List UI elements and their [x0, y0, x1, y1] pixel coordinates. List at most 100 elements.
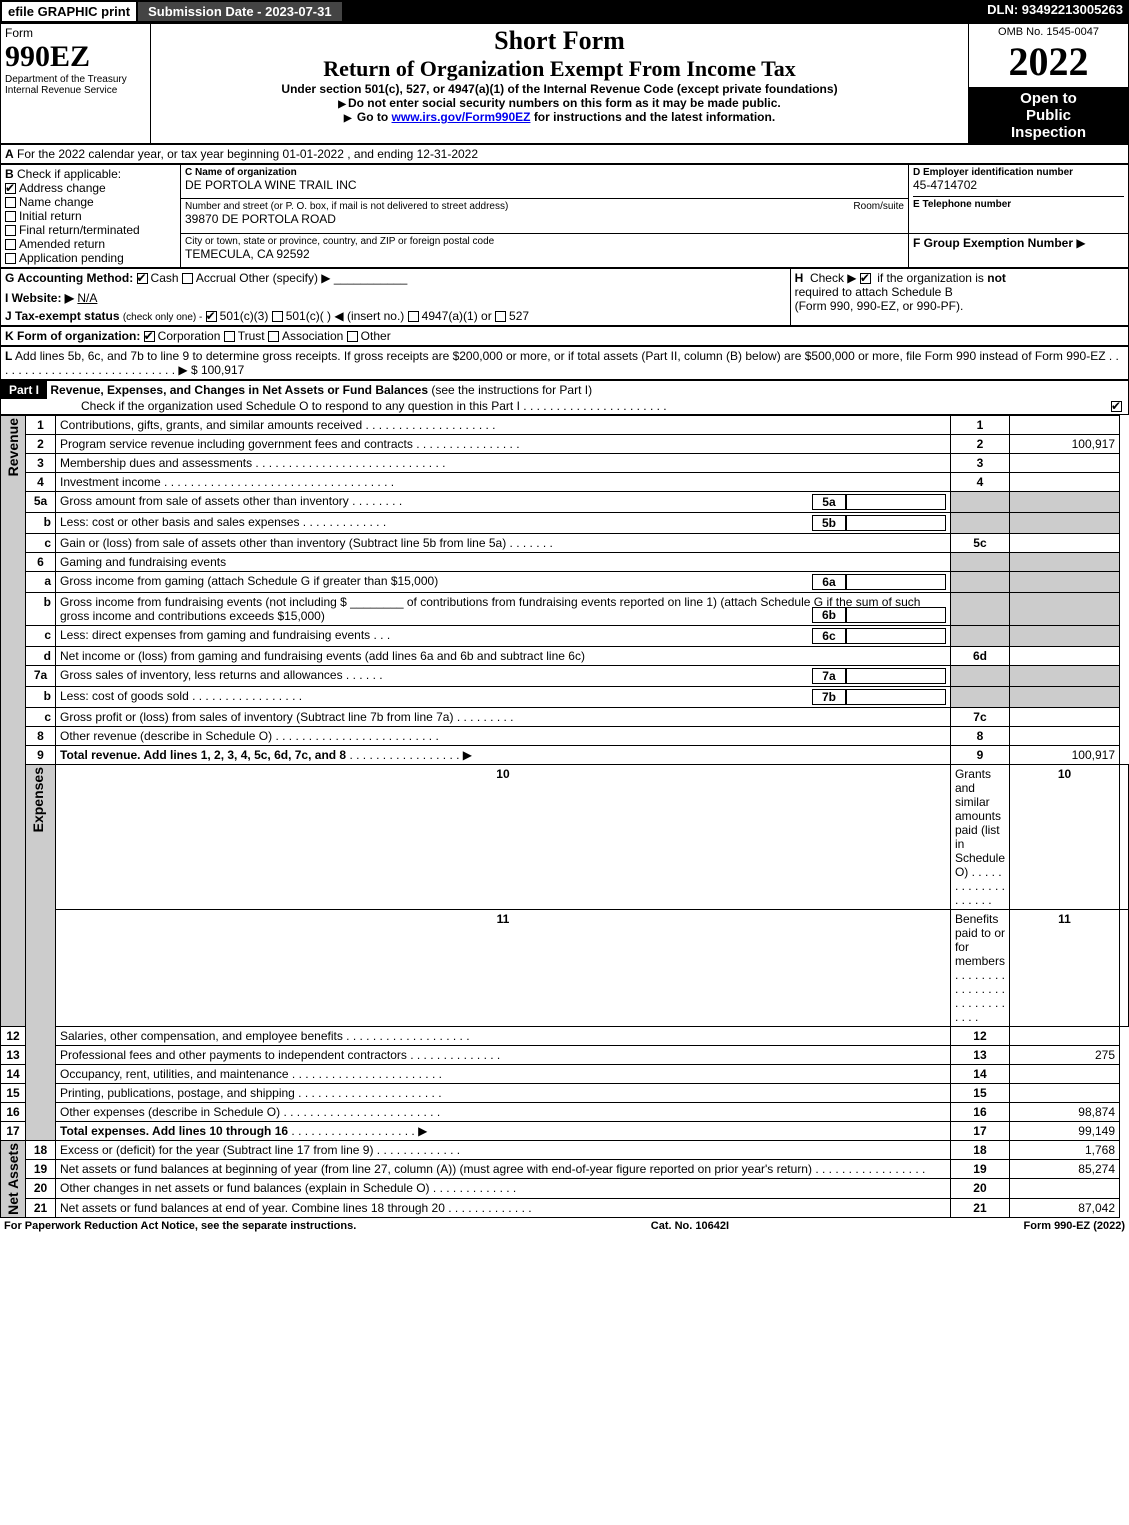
- line-12: Salaries, other compensation, and employ…: [56, 1027, 951, 1046]
- form-word: Form: [5, 26, 146, 40]
- chk-501c[interactable]: [272, 311, 283, 322]
- line-3: Membership dues and assessments . . . . …: [56, 454, 951, 473]
- line-13: Professional fees and other payments to …: [56, 1046, 951, 1065]
- tax-year: 2022: [973, 38, 1124, 85]
- line-17: Total expenses. Add lines 10 through 16 …: [56, 1122, 951, 1141]
- chk-trust[interactable]: [224, 331, 235, 342]
- section-c-name: C Name of organization DE PORTOLA WINE T…: [181, 165, 909, 199]
- chk-schedule-o[interactable]: [1111, 401, 1122, 412]
- part1-sub: (see the instructions for Part I): [431, 383, 592, 397]
- section-a: A For the 2022 calendar year, or tax yea…: [1, 145, 1129, 164]
- line-1: Contributions, gifts, grants, and simila…: [56, 416, 951, 435]
- line-21: Net assets or fund balances at end of ye…: [56, 1198, 951, 1217]
- goto-post: for instructions and the latest informat…: [534, 110, 775, 124]
- line-2-value: 100,917: [1010, 435, 1120, 454]
- line-7c: Gross profit or (loss) from sales of inv…: [56, 708, 951, 727]
- line-13-value: 275: [1010, 1046, 1120, 1065]
- chk-name-change[interactable]: [5, 197, 16, 208]
- chk-application-pending[interactable]: [5, 253, 16, 264]
- part1-title: Revenue, Expenses, and Changes in Net As…: [50, 383, 428, 397]
- expenses-label: Expenses: [30, 767, 46, 832]
- catalog-number: Cat. No. 10642I: [651, 1220, 729, 1232]
- line-4: Investment income . . . . . . . . . . . …: [56, 473, 951, 492]
- form-header: Form 990EZ Department of the Treasury In…: [0, 23, 1129, 144]
- revenue-label: Revenue: [5, 418, 21, 476]
- chk-address-change[interactable]: [5, 183, 16, 194]
- line-19-value: 85,274: [1010, 1160, 1120, 1179]
- section-d-e: D Employer identification number 45-4714…: [909, 165, 1129, 234]
- line-6d: Net income or (loss) from gaming and fun…: [56, 647, 951, 666]
- line-6b: Gross income from fundraising events (no…: [56, 593, 951, 626]
- chk-other-org[interactable]: [347, 331, 358, 342]
- line-5a: Gross amount from sale of assets other t…: [56, 492, 951, 513]
- omb-number: OMB No. 1545-0047: [973, 26, 1124, 38]
- form-subtitle: Under section 501(c), 527, or 4947(a)(1)…: [155, 82, 964, 96]
- dept-treasury: Department of the Treasury: [5, 74, 146, 85]
- public-inspection: Open to Public Inspection: [969, 88, 1129, 144]
- page-footer: For Paperwork Reduction Act Notice, see …: [0, 1218, 1129, 1234]
- form-number: 990EZ: [5, 40, 146, 74]
- line-17-value: 99,149: [1010, 1122, 1120, 1141]
- ssn-note: Do not enter social security numbers on …: [155, 96, 964, 110]
- section-f: F Group Exemption Number ▶: [909, 233, 1129, 267]
- arrow-icon: ▶: [1076, 236, 1085, 250]
- form-ref: Form 990-EZ (2022): [1024, 1220, 1126, 1232]
- dln: DLN: 93492213005263: [981, 0, 1129, 23]
- line-18: Excess or (deficit) for the year (Subtra…: [56, 1141, 951, 1160]
- line-21-value: 87,042: [1010, 1198, 1120, 1217]
- section-c-city: City or town, state or province, country…: [181, 233, 909, 267]
- section-g: G Accounting Method: Cash Accrual Other …: [1, 269, 791, 326]
- part1-label: Part I: [1, 381, 47, 399]
- chk-amended-return[interactable]: [5, 239, 16, 250]
- chk-corporation[interactable]: [144, 331, 155, 342]
- chk-4947[interactable]: [408, 311, 419, 322]
- line-5b: Less: cost or other basis and sales expe…: [56, 513, 951, 534]
- irs-label: Internal Revenue Service: [5, 85, 146, 96]
- chk-association[interactable]: [268, 331, 279, 342]
- part1-table: Revenue 1 Contributions, gifts, grants, …: [0, 415, 1129, 1218]
- section-k: K Form of organization: Corporation Trus…: [1, 327, 1129, 346]
- section-i-lbl: I Website: ▶: [5, 291, 74, 305]
- paperwork-notice: For Paperwork Reduction Act Notice, see …: [4, 1220, 356, 1232]
- line-15: Printing, publications, postage, and shi…: [56, 1084, 951, 1103]
- section-c-street: Number and street (or P. O. box, if mail…: [181, 199, 909, 233]
- part1-check-text: Check if the organization used Schedule …: [1, 399, 520, 413]
- part1-header-row: Part I Revenue, Expenses, and Changes in…: [1, 381, 1129, 415]
- form-title: Return of Organization Exempt From Incom…: [155, 56, 964, 82]
- line-9: Total revenue. Add lines 1, 2, 3, 4, 5c,…: [56, 746, 951, 765]
- line-18-value: 1,768: [1010, 1141, 1120, 1160]
- line-11: Benefits paid to or for members . . . . …: [950, 910, 1009, 1027]
- line-6a: Gross income from gaming (attach Schedul…: [56, 572, 951, 593]
- submission-date: Submission Date - 2023-07-31: [138, 0, 344, 23]
- section-b: B Check if applicable: Address change Na…: [1, 165, 181, 268]
- net-assets-label: Net Assets: [5, 1143, 21, 1215]
- chk-initial-return[interactable]: [5, 211, 16, 222]
- chk-cash[interactable]: [137, 273, 148, 284]
- line-7a: Gross sales of inventory, less returns a…: [56, 666, 951, 687]
- line-19: Net assets or fund balances at beginning…: [56, 1160, 951, 1179]
- line-9-value: 100,917: [1010, 746, 1120, 765]
- chk-527[interactable]: [495, 311, 506, 322]
- top-bar: efile GRAPHIC print Submission Date - 20…: [0, 0, 1129, 23]
- line-16-value: 98,874: [1010, 1103, 1120, 1122]
- line-5c: Gain or (loss) from sale of assets other…: [56, 534, 951, 553]
- line-2: Program service revenue including govern…: [56, 435, 951, 454]
- line-14: Occupancy, rent, utilities, and maintena…: [56, 1065, 951, 1084]
- line-7b: Less: cost of goods sold . . . . . . . .…: [56, 687, 951, 708]
- short-form: Short Form: [155, 26, 964, 56]
- chk-501c3[interactable]: [206, 311, 217, 322]
- goto-pre: Go to: [357, 110, 392, 124]
- chk-sched-b[interactable]: [860, 273, 871, 284]
- goto-arrow: [344, 110, 354, 124]
- website-value: N/A: [77, 291, 97, 305]
- irs-link[interactable]: www.irs.gov/Form990EZ: [392, 110, 531, 124]
- line-10: Grants and similar amounts paid (list in…: [950, 765, 1009, 910]
- line-8: Other revenue (describe in Schedule O) .…: [56, 727, 951, 746]
- line-20: Other changes in net assets or fund bala…: [56, 1179, 951, 1198]
- chk-final-return[interactable]: [5, 225, 16, 236]
- line-16: Other expenses (describe in Schedule O) …: [56, 1103, 951, 1122]
- line-6: Gaming and fundraising events: [56, 553, 951, 572]
- efile-print[interactable]: efile GRAPHIC print: [0, 0, 138, 23]
- section-h: H Check ▶ if the organization is not req…: [790, 269, 1128, 326]
- chk-accrual[interactable]: [182, 273, 193, 284]
